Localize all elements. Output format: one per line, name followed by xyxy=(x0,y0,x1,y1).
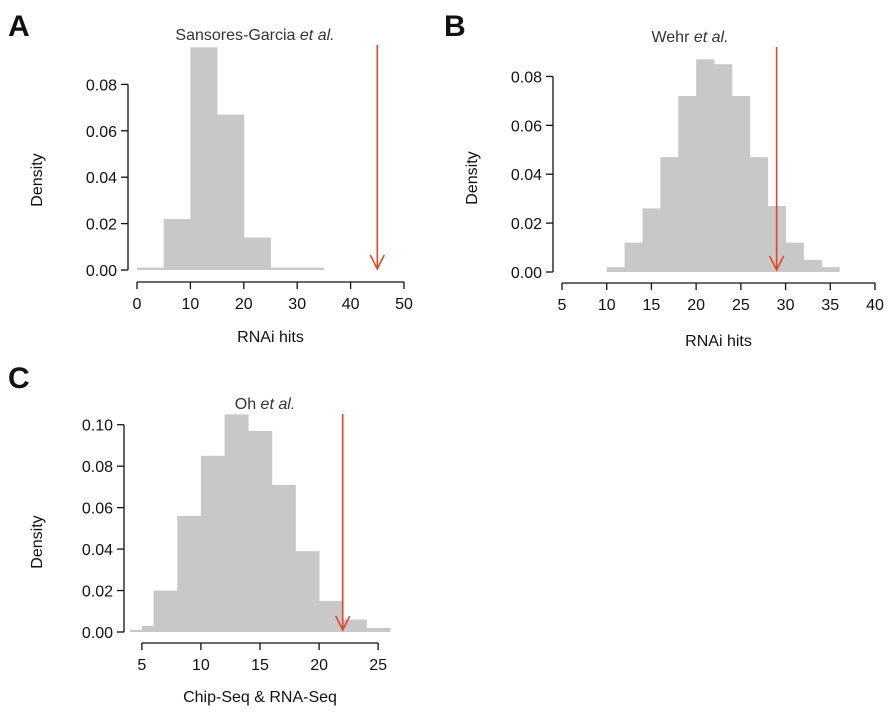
panel-c-bar xyxy=(236,414,249,632)
panel-c-title-main: Oh xyxy=(235,396,261,413)
panel-c-bar xyxy=(260,430,273,632)
panel-b-bar xyxy=(821,267,840,272)
panel-c-bar xyxy=(212,455,225,632)
panel-c-arrow-head xyxy=(335,615,351,632)
panel-a-x-tick-label: 30 xyxy=(288,296,306,313)
panel-c-title-italic: et al. xyxy=(261,396,296,413)
panel-a-x-tick-label: 50 xyxy=(395,296,413,313)
panel-b-y-tick-label: 0.00 xyxy=(511,265,542,282)
panel-b-x-tick-label: 20 xyxy=(687,297,705,314)
panel-b-x-axis-label: RNAi hits xyxy=(685,333,752,350)
panel-c-bar xyxy=(141,625,155,632)
panel-b-x-tick-label: 35 xyxy=(821,297,839,314)
panel-b-title-italic: et al. xyxy=(694,29,729,46)
panel-b-bar xyxy=(785,242,804,272)
panel-c-bar xyxy=(283,484,296,632)
panel-c-x-axis-label: Chip-Seq & RNA-Seq xyxy=(183,689,337,706)
panel-a-title-italic: et al. xyxy=(300,27,335,44)
panel-c-bar xyxy=(189,515,202,632)
panel-a-y-tick-label: 0.06 xyxy=(86,124,117,141)
panel-b-y-tick-label: 0.08 xyxy=(511,69,542,86)
panel-c-bar xyxy=(177,515,190,632)
panel-a-y-tick-label: 0.04 xyxy=(86,170,117,187)
panel-a-y-tick-label: 0.02 xyxy=(86,217,117,234)
panel-b-y-tick-label: 0.06 xyxy=(511,118,542,135)
panel-c-bar xyxy=(224,414,237,632)
panel-a-y-tick-label: 0.08 xyxy=(86,77,117,94)
panel-c-bar xyxy=(153,590,166,632)
panel-a-x-tick-label: 10 xyxy=(182,296,200,313)
panel-c-bar xyxy=(200,455,214,632)
panel-c-bar xyxy=(165,590,178,632)
panel-b-x-tick-label: 5 xyxy=(558,297,567,314)
panel-a-bar xyxy=(270,267,298,270)
panel-b-bar xyxy=(714,64,733,272)
panel-c-bar xyxy=(319,600,332,632)
panel-a-x-tick-label: 20 xyxy=(235,296,253,313)
panel-a-title: Sansores-Garcia et al. xyxy=(175,27,334,44)
panel-c-x-tick-label: 15 xyxy=(251,657,269,674)
panel-b-bar xyxy=(731,96,751,272)
panel-b-arrow-head xyxy=(768,255,785,272)
panel-b-bar xyxy=(606,267,625,272)
panel-c-y-tick-label: 0.06 xyxy=(82,501,113,518)
panel-c-x-tick-label: 5 xyxy=(137,657,146,674)
panel-a-bar xyxy=(190,47,218,270)
panel-a-bar xyxy=(163,218,191,270)
panel-a-bar xyxy=(297,267,325,270)
panel-letter-b: B xyxy=(444,10,466,43)
panel-b-x-tick-label: 15 xyxy=(643,297,661,314)
panel-letter-a: A xyxy=(8,10,30,43)
panel-c-bar xyxy=(354,619,367,632)
panel-b-y-tick-label: 0.04 xyxy=(511,167,542,184)
panel-b-x-tick-label: 40 xyxy=(866,297,884,314)
panel-a-bar xyxy=(137,267,165,270)
panel-c-bar xyxy=(366,627,379,632)
panel-b-title-main: Wehr xyxy=(651,29,693,46)
panel-b-bar xyxy=(642,208,661,272)
panel-b-bar xyxy=(624,242,643,272)
panel-a-x-axis-label: RNAi hits xyxy=(237,329,304,346)
panel-c-x-tick-label: 25 xyxy=(369,657,387,674)
panel-c-title: Oh et al. xyxy=(235,396,295,413)
panel-b-title: Wehr et al. xyxy=(651,29,728,46)
panel-c-bar xyxy=(130,629,143,632)
panel-b-y-tick-label: 0.02 xyxy=(511,216,542,233)
panel-c-bar xyxy=(271,484,285,632)
panel-c-y-tick-label: 0.02 xyxy=(82,584,113,601)
panel-c-bar xyxy=(248,430,261,632)
panel-c-x-tick-label: 10 xyxy=(192,657,210,674)
panel-a-x-tick-label: 0 xyxy=(133,296,142,313)
panel-b-bar xyxy=(660,157,679,272)
panel-a-x-tick-label: 40 xyxy=(342,296,360,313)
panel-b-bar xyxy=(749,157,769,272)
panel-a-bar xyxy=(243,237,271,270)
panel-c-bar xyxy=(295,551,308,632)
panel-c-y-tick-label: 0.10 xyxy=(82,418,113,435)
panel-a-title-main: Sansores-Garcia xyxy=(175,27,300,44)
panel-b-x-tick-label: 30 xyxy=(777,297,795,314)
panel-a-y-tick-label: 0.00 xyxy=(86,263,117,280)
panel-letter-c: C xyxy=(8,362,30,395)
panel-b-bar xyxy=(803,259,822,272)
panel-b-y-axis-label: Density xyxy=(464,151,481,204)
panel-a-y-axis-label: Density xyxy=(29,153,46,206)
panel-c-y-axis-label: Density xyxy=(29,515,46,568)
panel-b-x-tick-label: 10 xyxy=(598,297,616,314)
panel-c-bar xyxy=(307,551,320,632)
panel-b-bar xyxy=(696,59,715,273)
panel-c-y-tick-label: 0.00 xyxy=(82,625,113,642)
panel-b-bar xyxy=(678,96,697,272)
panel-a-arrow-head xyxy=(369,254,386,271)
panel-b-x-tick-label: 25 xyxy=(732,297,750,314)
panel-c-y-tick-label: 0.04 xyxy=(82,542,113,559)
panel-c-y-tick-label: 0.08 xyxy=(82,459,113,476)
panel-c-bar xyxy=(378,627,391,632)
panel-c-x-tick-label: 20 xyxy=(310,657,328,674)
panel-a-bar xyxy=(217,114,245,270)
